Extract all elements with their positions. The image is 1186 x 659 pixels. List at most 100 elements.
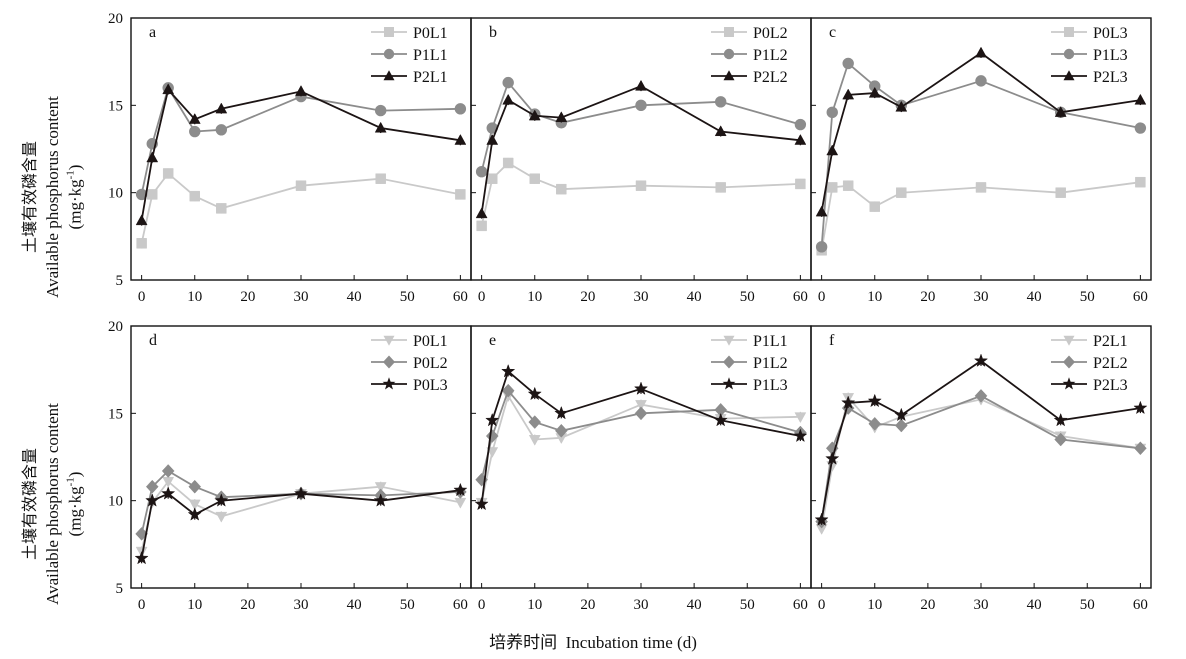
data-point — [529, 173, 540, 184]
legend-label: P0L1 — [413, 333, 448, 350]
data-point — [487, 173, 498, 184]
y-axis-unit: (mg·kg-1) — [64, 164, 85, 230]
legend-label: P2L3 — [1093, 69, 1128, 86]
legend-item: P1L1 — [711, 333, 788, 350]
legend-label: P2L2 — [1093, 355, 1128, 372]
data-point — [374, 482, 387, 493]
data-point — [826, 144, 839, 156]
x-tick-label: 10 — [527, 597, 542, 613]
data-point — [635, 400, 647, 411]
data-point — [501, 363, 516, 378]
data-point — [554, 405, 569, 420]
data-point — [187, 507, 202, 521]
series-P0L1 — [136, 168, 466, 249]
legend-item: P2L3 — [1051, 377, 1128, 394]
data-point — [1133, 400, 1148, 415]
data-point — [502, 76, 514, 89]
x-tick-label: 50 — [740, 597, 755, 613]
data-point — [528, 435, 541, 446]
data-point — [795, 178, 806, 190]
legend-label: P0L1 — [413, 25, 448, 42]
data-point — [973, 353, 989, 367]
series-P2L3 — [815, 46, 1147, 217]
y-axis-label-cn: 土壤有效磷含量 — [22, 447, 39, 561]
legend-item: P0L1 — [371, 333, 448, 350]
legend-label: P1L2 — [753, 355, 788, 372]
data-point — [527, 386, 542, 401]
y-tick-label: 20 — [108, 11, 123, 27]
data-point — [475, 166, 488, 178]
data-point — [827, 182, 838, 193]
panel-d: 5 10 15 20 0 10 20 30 40 50 60 d P0L1 P0L2 P0L3 — [108, 319, 472, 613]
legend-marker — [384, 27, 394, 37]
x-tick-label: 40 — [347, 597, 362, 613]
data-point — [1134, 441, 1147, 456]
legend-label: P1L2 — [753, 47, 788, 64]
data-point — [635, 180, 647, 191]
series-P2L2 — [815, 388, 1147, 529]
legend-marker — [383, 48, 395, 60]
panel-letter: c — [829, 24, 836, 41]
data-point — [842, 88, 855, 100]
legend-marker — [383, 355, 395, 369]
x-tick-label: 0 — [818, 597, 826, 613]
legend-item: P1L1 — [371, 47, 448, 64]
data-point — [295, 85, 307, 96]
data-point — [454, 133, 467, 145]
legend-item: P2L1 — [1051, 333, 1128, 350]
series-line — [820, 51, 1141, 213]
legend-marker — [1062, 377, 1076, 390]
x-axis-label-en: Incubation time (d) — [565, 633, 697, 652]
legend-marker — [723, 48, 735, 60]
data-point — [161, 464, 175, 478]
x-tick-label: 20 — [920, 289, 935, 305]
x-tick-label: 20 — [240, 289, 255, 305]
legend-item: P2L2 — [1051, 355, 1128, 372]
data-point — [635, 79, 647, 91]
legend-marker — [722, 377, 736, 390]
x-tick-label: 10 — [527, 289, 542, 305]
data-point — [895, 100, 908, 112]
x-tick-label: 60 — [793, 289, 808, 305]
data-point — [794, 412, 807, 424]
panel-f: 0 10 20 30 40 50 60 f P2L1 P2L2 P2L3 — [810, 325, 1152, 613]
series-line — [480, 80, 801, 172]
legend-marker — [1063, 335, 1075, 346]
legend-item: P0L2 — [371, 355, 448, 372]
panel-letter: f — [829, 332, 835, 349]
legend-marker — [383, 335, 395, 346]
data-point — [502, 93, 515, 105]
series-line — [820, 359, 1141, 521]
data-point — [375, 173, 386, 184]
data-point — [215, 124, 228, 136]
panel-letter: d — [149, 332, 157, 349]
panel-letter: a — [149, 24, 156, 41]
data-point — [502, 157, 514, 169]
panel-c: 0 10 20 30 40 50 60 c P0L3 P1L3 P2L3 — [810, 17, 1152, 305]
data-point — [146, 151, 159, 163]
y-tick-label: 5 — [116, 273, 124, 289]
x-axis-label-cn: 培养时间 — [489, 633, 558, 652]
series-line — [480, 369, 801, 505]
series-P2L3 — [814, 353, 1148, 526]
series-P1L2 — [475, 76, 807, 178]
series-line — [480, 393, 801, 503]
data-point — [814, 512, 829, 526]
y-tick-label: 15 — [108, 406, 123, 422]
x-tick-label: 20 — [580, 289, 595, 305]
x-tick-label: 30 — [294, 597, 309, 613]
legend-label: P2L2 — [753, 69, 788, 86]
data-point — [135, 214, 148, 226]
legend-item: P2L1 — [371, 69, 448, 86]
data-point — [1055, 187, 1066, 198]
series-line — [480, 161, 801, 227]
y-tick-label: 15 — [108, 98, 123, 114]
data-point — [826, 106, 838, 119]
series-P0L3 — [816, 176, 1146, 256]
data-point — [1135, 176, 1146, 188]
series-line — [140, 469, 461, 535]
data-point — [216, 203, 227, 214]
x-tick-label: 60 — [793, 597, 808, 613]
x-tick-label: 0 — [478, 597, 486, 613]
panel-letter: e — [489, 332, 496, 349]
